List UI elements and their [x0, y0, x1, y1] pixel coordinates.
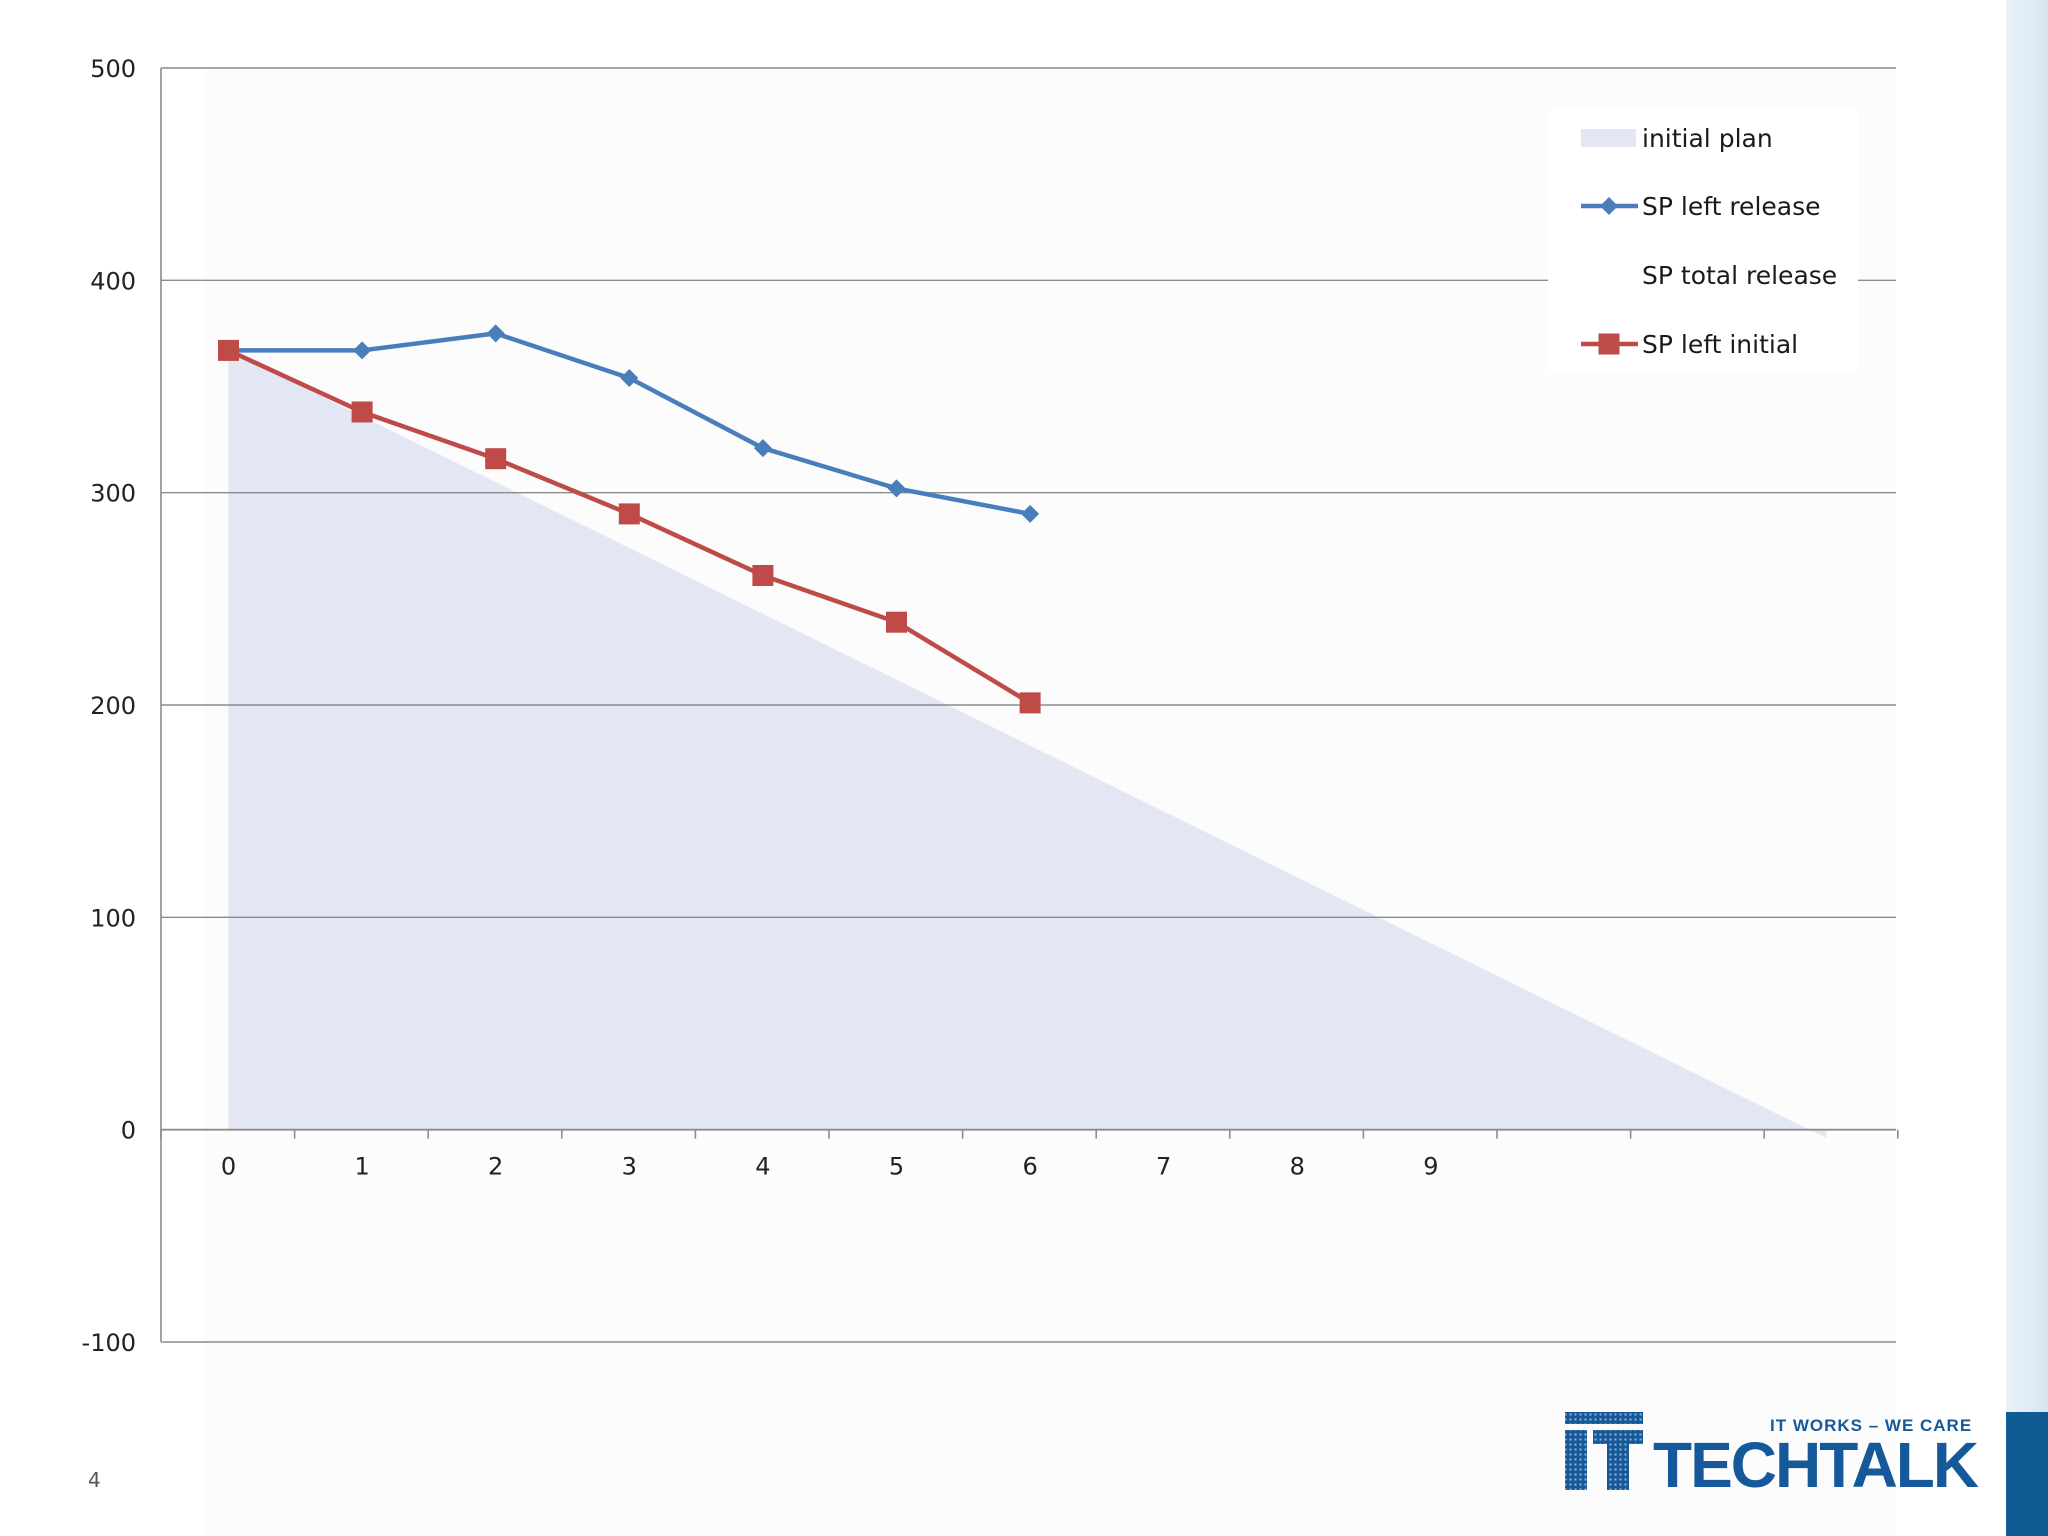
y-tick-label: 0 [121, 1117, 136, 1145]
legend-sp-total-release-label: SP total release [1642, 261, 1837, 290]
logo-tagline: IT WORKS – WE CARE [1770, 1416, 1973, 1435]
logo-wordmark: TECHTALK [1653, 1429, 1979, 1501]
x-tick-label: 8 [1290, 1153, 1305, 1181]
page-number: 4 [88, 1468, 101, 1492]
legend-sp-left-release-label: SP left release [1642, 192, 1821, 221]
x-tick-label: 5 [889, 1153, 904, 1181]
sp-left-initial-point [886, 611, 907, 633]
slide-edge-strip [2006, 0, 2048, 1536]
sp-left-release-point [353, 341, 372, 360]
x-tick-label: 4 [755, 1153, 770, 1181]
legend-sp-left-release-marker [1600, 197, 1618, 215]
sp-left-initial-point [752, 564, 774, 586]
legend-sp-left-initial-label: SP left initial [1642, 330, 1798, 359]
x-tick-label: 7 [1156, 1153, 1171, 1181]
sp-left-release-point [620, 369, 639, 388]
y-tick-label: -100 [82, 1329, 136, 1357]
y-tick-label: 300 [90, 480, 136, 508]
slide-edge-tab [2006, 1412, 2048, 1536]
sp-left-initial-point [618, 503, 640, 525]
sp-left-release-point [486, 324, 505, 343]
sp-left-initial-point [351, 401, 373, 423]
x-tick-label: 3 [622, 1153, 637, 1181]
y-tick-label: 100 [90, 904, 136, 932]
x-tick-label: 1 [354, 1153, 369, 1181]
x-tick-label: 9 [1423, 1153, 1438, 1181]
sp-left-release-point [753, 439, 772, 458]
legend-sp-left-initial-marker [1598, 333, 1620, 355]
sp-left-release-point [1021, 504, 1040, 523]
techtalk-logo: IT WORKS – WE CARE TECHTALK [1563, 1412, 1979, 1501]
x-tick-label: 2 [488, 1153, 503, 1181]
legend-initial-plan-swatch [1581, 129, 1636, 147]
initial-plan-area [228, 350, 1827, 1139]
legend-initial-plan-label: initial plan [1642, 124, 1773, 153]
y-tick-label: 400 [90, 267, 136, 295]
legend-box [1548, 110, 1858, 372]
sp-left-initial-point [485, 448, 507, 470]
x-tick-label: 6 [1022, 1153, 1037, 1181]
y-tick-label: 200 [90, 692, 136, 720]
sp-left-initial-point [1019, 692, 1041, 714]
sp-left-initial-point [218, 339, 239, 361]
x-tick-label: 0 [221, 1153, 236, 1181]
y-tick-label: 500 [90, 55, 136, 83]
sp-left-release-point [887, 479, 906, 498]
it-mark-icon [1565, 1412, 1643, 1490]
